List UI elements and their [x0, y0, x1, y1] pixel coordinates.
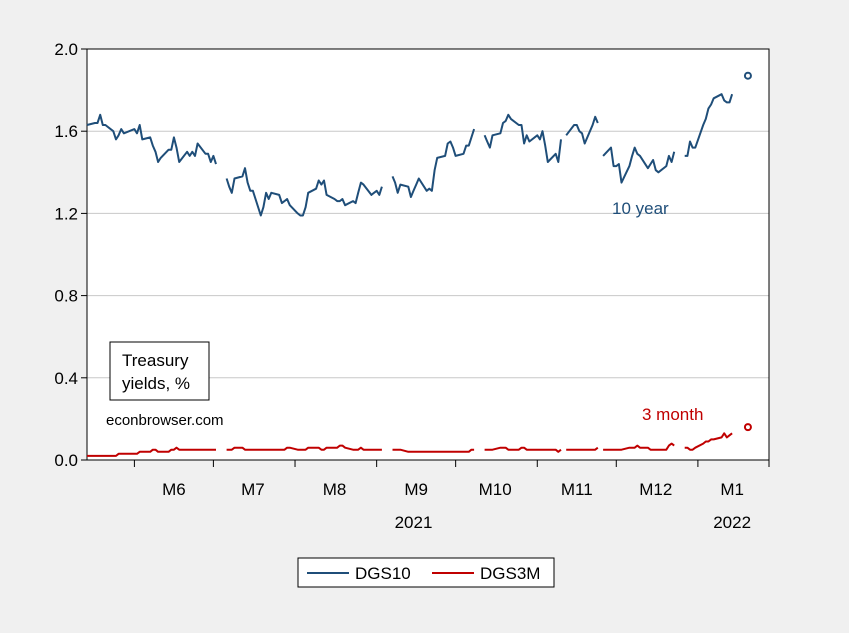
series-line-dgs3m	[603, 442, 675, 451]
x-month-label: M12	[639, 480, 672, 499]
series-line-dgs10	[86, 113, 217, 165]
last-point-marker-dgs10	[743, 71, 752, 80]
series-lines	[86, 71, 752, 457]
label-10-year: 10 year	[612, 199, 669, 218]
x-month-label: M10	[479, 480, 512, 499]
label-3-month: 3 month	[642, 405, 703, 424]
series-line-dgs3m	[566, 446, 599, 451]
annotation-line1: Treasury	[122, 351, 189, 370]
x-year-label: 2021	[395, 513, 433, 532]
x-month-label: M9	[404, 480, 428, 499]
y-tick-label: 0.4	[54, 369, 78, 388]
legend-label-dgs3m: DGS3M	[480, 564, 540, 583]
series-line-dgs10	[483, 113, 562, 163]
y-tick-label: 1.2	[54, 204, 78, 223]
x-month-label: M11	[561, 480, 593, 499]
x-year-label: 2022	[713, 513, 751, 532]
series-line-dgs3m	[392, 448, 475, 453]
x-axis: M6 M7 M8 M9 M10 M11 M12 M1 2021 2022	[133, 460, 770, 532]
series-line-dgs10	[684, 93, 734, 157]
annotation-box	[109, 341, 210, 401]
series-line-dgs10	[391, 128, 476, 198]
source-label: econbrowser.com	[106, 412, 224, 429]
x-month-label: M1	[720, 480, 744, 499]
series-line-dgs10	[225, 167, 383, 217]
annotation-line2: yields, %	[122, 374, 190, 393]
series-line-dgs3m	[87, 446, 216, 457]
y-tick-label: 2.0	[54, 40, 78, 59]
series-line-dgs3m	[226, 444, 382, 451]
series-line-dgs3m	[484, 446, 562, 453]
series-line-dgs3m	[684, 432, 733, 451]
x-month-label: M8	[323, 480, 347, 499]
legend-label-dgs10: DGS10	[355, 564, 411, 583]
series-line-dgs10	[565, 115, 599, 145]
y-tick-label: 0.8	[54, 287, 78, 306]
x-month-label: M6	[162, 480, 186, 499]
y-tick-label: 0.0	[54, 451, 78, 470]
y-axis: 0.0 0.4 0.8 1.2 1.6 2.0	[54, 40, 87, 470]
plot-frame	[86, 48, 770, 461]
y-tick-label: 1.6	[54, 122, 78, 141]
x-month-label: M7	[241, 480, 265, 499]
last-point-marker-dgs3m	[743, 423, 752, 432]
series-line-dgs10	[602, 146, 676, 184]
